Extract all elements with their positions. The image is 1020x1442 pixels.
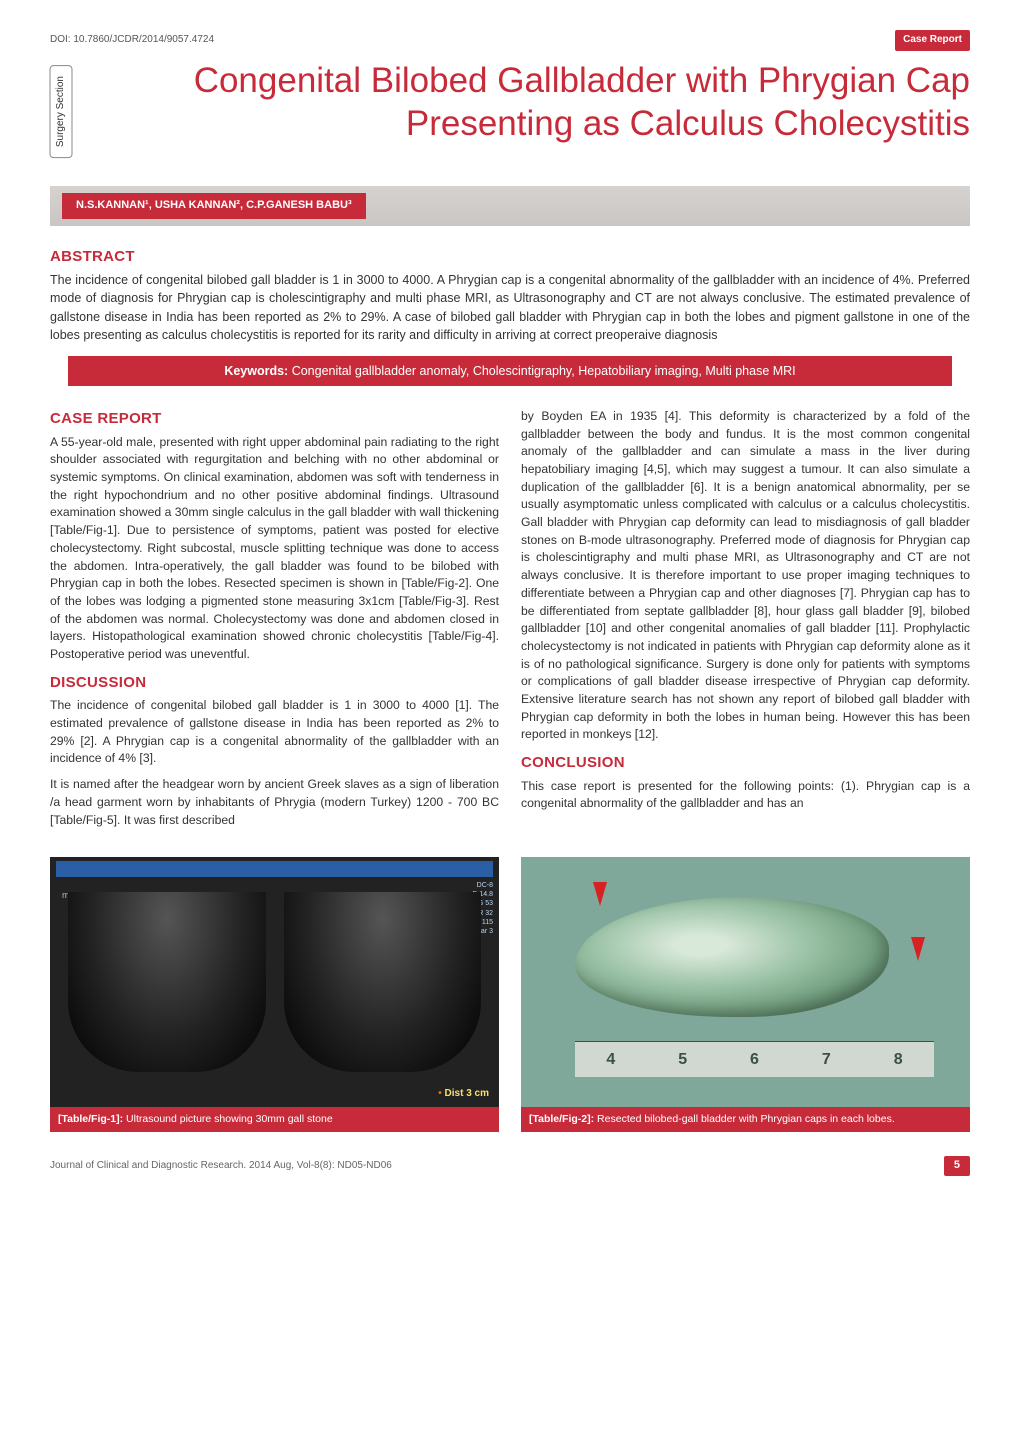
conclusion-text: This case report is presented for the fo… xyxy=(521,778,970,813)
figure-1-caption: [Table/Fig-1]: Ultrasound picture showin… xyxy=(50,1107,499,1132)
authors-bar: N.S.KANNAN¹, USHA KANNAN², C.P.GANESH BA… xyxy=(50,186,970,226)
figure-1-image: m DC-8 D 14.8 G 53 FR 32 DR 115 iClear 3… xyxy=(50,857,499,1107)
ruler-mark: 7 xyxy=(822,1048,831,1071)
figure-1: m DC-8 D 14.8 G 53 FR 32 DR 115 iClear 3… xyxy=(50,857,499,1132)
specimen-shape xyxy=(575,897,889,1017)
section-tag: Surgery Section xyxy=(50,65,73,158)
page-number: 5 xyxy=(944,1156,970,1176)
arrow-icon xyxy=(593,882,607,906)
discussion-text-2: It is named after the headgear worn by a… xyxy=(50,776,499,829)
ultrasound-scan-right xyxy=(284,892,482,1072)
figure-1-caption-label: [Table/Fig-1]: xyxy=(58,1113,123,1125)
ruler-mark: 8 xyxy=(894,1048,903,1071)
ultrasound-topbar xyxy=(56,861,493,877)
discussion-continued: by Boyden EA in 1935 [4]. This deformity… xyxy=(521,408,970,744)
ultrasound-dist-text: Dist 3 cm xyxy=(445,1088,489,1099)
right-column: by Boyden EA in 1935 [4]. This deformity… xyxy=(521,408,970,837)
figure-2: 4 5 6 7 8 [Table/Fig-2]: Resected bilobe… xyxy=(521,857,970,1132)
figure-1-caption-text: Ultrasound picture showing 30mm gall sto… xyxy=(123,1113,333,1125)
authors-names: N.S.KANNAN¹, USHA KANNAN², C.P.GANESH BA… xyxy=(62,193,366,219)
ruler-mark: 6 xyxy=(750,1048,759,1071)
ultrasound-dist-label: • Dist 3 cm xyxy=(438,1087,489,1102)
left-column: CASE REPORT A 55-year-old male, presente… xyxy=(50,408,499,837)
discussion-text-1: The incidence of congenital bilobed gall… xyxy=(50,697,499,768)
figure-2-caption-label: [Table/Fig-2]: xyxy=(529,1113,594,1125)
case-report-text: A 55-year-old male, presented with right… xyxy=(50,434,499,664)
keywords-text: Congenital gallbladder anomaly, Cholesci… xyxy=(288,364,795,378)
case-report-heading: CASE REPORT xyxy=(50,408,499,430)
conclusion-heading: CONCLUSION xyxy=(521,752,970,774)
keywords-bar: Keywords: Congenital gallbladder anomaly… xyxy=(68,356,952,386)
abstract-text: The incidence of congenital bilobed gall… xyxy=(50,271,970,344)
ultrasound-scan-left xyxy=(68,892,266,1072)
doi-text: DOI: 10.7860/JCDR/2014/9057.4724 xyxy=(50,33,214,48)
article-title: Congenital Bilobed Gallbladder with Phry… xyxy=(85,59,971,147)
discussion-heading: DISCUSSION xyxy=(50,672,499,694)
ruler-mark: 5 xyxy=(678,1048,687,1071)
ruler: 4 5 6 7 8 xyxy=(575,1041,934,1077)
journal-footer: Journal of Clinical and Diagnostic Resea… xyxy=(50,1159,392,1174)
figure-2-image: 4 5 6 7 8 xyxy=(521,857,970,1107)
figure-2-caption-text: Resected bilobed-gall bladder with Phryg… xyxy=(594,1113,895,1125)
figure-2-caption: [Table/Fig-2]: Resected bilobed-gall bla… xyxy=(521,1107,970,1132)
abstract-heading: ABSTRACT xyxy=(50,246,970,268)
ruler-mark: 4 xyxy=(606,1048,615,1071)
arrow-icon xyxy=(911,937,925,961)
keywords-label: Keywords: xyxy=(224,364,288,378)
case-report-badge: Case Report xyxy=(895,30,970,51)
